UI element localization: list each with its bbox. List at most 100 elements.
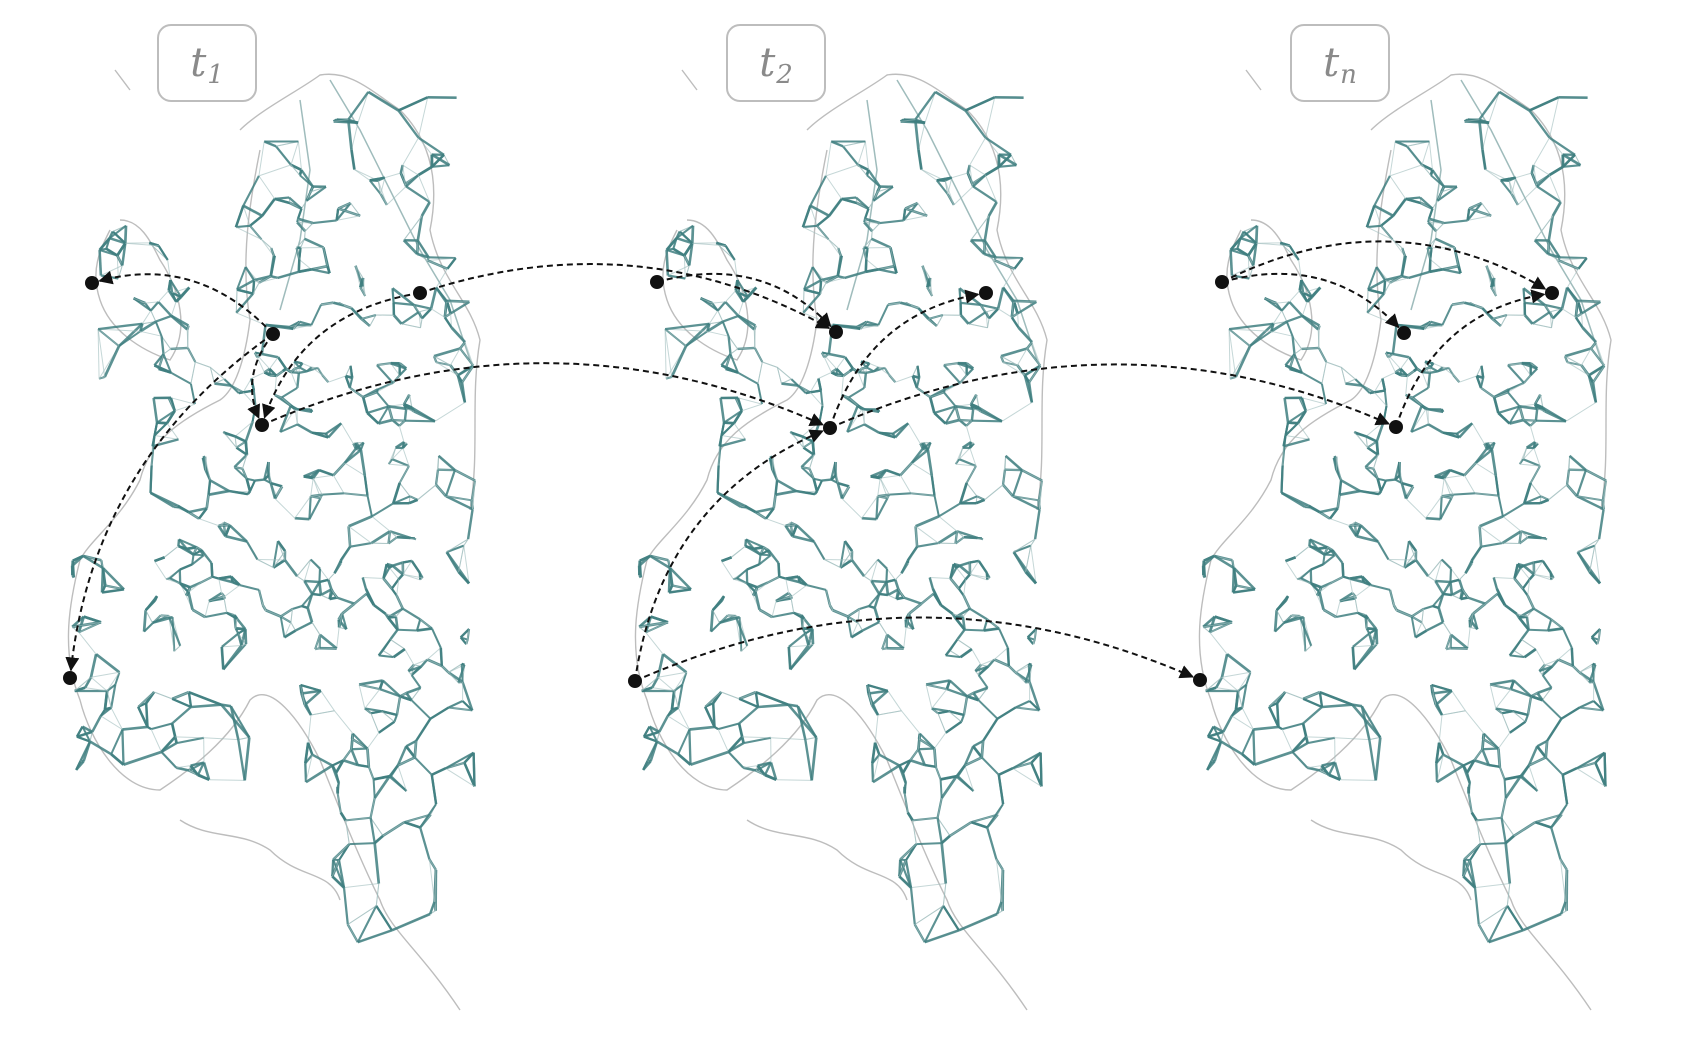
- network-edge: [1002, 469, 1006, 485]
- network-edge: [1427, 559, 1443, 577]
- network-edge: [218, 578, 223, 594]
- network-edge: [867, 238, 872, 249]
- network-edge: [801, 466, 810, 470]
- network-edge: [327, 572, 335, 581]
- network-edge: [946, 687, 968, 698]
- network-edge: [95, 653, 121, 674]
- network-edge: [737, 314, 757, 327]
- network-edge: [871, 742, 877, 764]
- network-edge: [887, 594, 897, 600]
- network-edge: [873, 607, 881, 623]
- network-edge: [931, 707, 949, 713]
- network-edge: [1522, 458, 1541, 468]
- network-edge: [144, 703, 149, 727]
- network-edge: [890, 247, 895, 267]
- network-edge: [373, 775, 390, 781]
- network-edge: [375, 388, 379, 393]
- network-edge: [985, 572, 991, 579]
- network-edge: [1533, 560, 1544, 575]
- network-edge: [903, 782, 907, 794]
- network-edge: [421, 307, 433, 320]
- network-edge: [1003, 361, 1026, 376]
- network-edge: [465, 628, 470, 645]
- network-edge: [376, 364, 394, 384]
- network-edge: [223, 598, 228, 613]
- network-edge: [74, 686, 86, 693]
- network-edge: [734, 289, 745, 303]
- network-edge: [955, 531, 958, 544]
- network-edge: [933, 405, 956, 414]
- network-edge: [884, 367, 896, 383]
- network-edge: [1339, 596, 1356, 602]
- network-edge: [1530, 465, 1541, 484]
- network-edge: [401, 323, 421, 329]
- network-edge: [899, 474, 912, 494]
- network-edge: [376, 362, 391, 366]
- network-edge: [1214, 615, 1233, 624]
- network-edge: [235, 224, 251, 229]
- network-edge: [1544, 303, 1563, 310]
- coastline: [1198, 69, 1612, 1011]
- network-edge: [722, 314, 739, 323]
- network-edge: [690, 225, 695, 244]
- network-edge: [298, 366, 308, 373]
- network-edge: [98, 249, 103, 276]
- network-edge: [364, 688, 381, 709]
- network-edge: [110, 684, 117, 708]
- network-edge: [355, 265, 364, 279]
- network-edge: [429, 706, 450, 720]
- network-edge: [818, 371, 832, 379]
- network-edge: [964, 109, 987, 139]
- network-edge: [665, 328, 708, 332]
- network-edge: [863, 559, 879, 577]
- network-edge: [685, 322, 711, 348]
- network-edge: [1298, 259, 1302, 281]
- network-edge: [392, 495, 411, 505]
- network-edge: [810, 737, 818, 781]
- network-edge: [925, 684, 948, 690]
- network-edge: [1389, 175, 1407, 200]
- network-edge: [427, 260, 448, 270]
- network-edge: [1329, 518, 1350, 527]
- network-edge: [354, 169, 371, 181]
- network-edge: [1318, 591, 1325, 611]
- network-edge: [996, 706, 1017, 720]
- network-edge: [817, 378, 823, 391]
- network-edge: [370, 797, 376, 818]
- network-edge: [837, 482, 850, 488]
- network-edge: [1508, 180, 1513, 195]
- network-edge: [1039, 752, 1043, 787]
- network-edge: [427, 659, 443, 667]
- network-edge: [1560, 287, 1569, 310]
- network-edge: [688, 243, 694, 266]
- network-edge: [1433, 362, 1443, 368]
- network-edge: [269, 482, 277, 499]
- network-edge: [1025, 545, 1032, 573]
- network-edge: [337, 202, 351, 209]
- network-edge: [1302, 287, 1321, 294]
- network-edge: [398, 425, 405, 443]
- network-edge: [1536, 185, 1562, 204]
- network-edge: [1301, 397, 1327, 405]
- network-edge: [269, 356, 279, 370]
- network-edge: [258, 275, 272, 284]
- network-edge: [431, 153, 451, 167]
- network-edge: [235, 289, 238, 313]
- network-edge: [1319, 507, 1338, 514]
- europe-network-map: [634, 69, 1048, 1011]
- network-edge: [658, 715, 669, 733]
- network-edge: [1547, 252, 1560, 259]
- network-edge: [885, 568, 889, 583]
- network-edge: [402, 165, 406, 184]
- network-edge: [318, 581, 323, 596]
- network-edge: [156, 409, 176, 424]
- network-edge: [1288, 301, 1304, 317]
- network-edge: [959, 419, 972, 422]
- network-edge: [1458, 579, 1464, 590]
- network-edge: [437, 455, 440, 470]
- network-edge: [308, 497, 322, 520]
- network-edge: [1522, 564, 1535, 576]
- network-edge: [338, 843, 351, 861]
- network-edge: [863, 575, 872, 582]
- network-edge: [1547, 239, 1561, 258]
